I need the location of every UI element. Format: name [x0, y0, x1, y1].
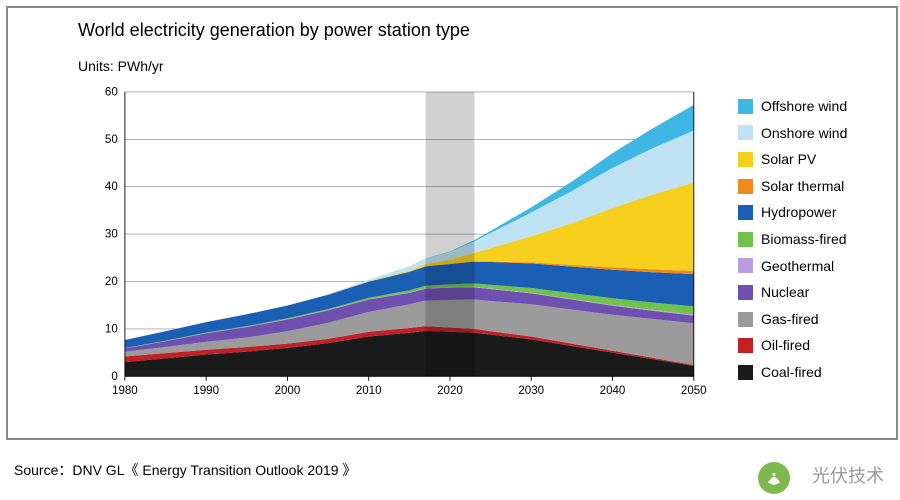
legend-label: Biomass-fired [761, 226, 847, 253]
legend: Offshore windOnshore windSolar PVSolar t… [738, 93, 847, 386]
legend-swatch [738, 258, 753, 273]
svg-text:2030: 2030 [518, 385, 544, 397]
svg-text:2010: 2010 [356, 385, 382, 397]
legend-swatch [738, 125, 753, 140]
svg-text:0: 0 [111, 371, 117, 383]
legend-swatch [738, 338, 753, 353]
svg-text:20: 20 [105, 276, 118, 288]
svg-text:1980: 1980 [112, 385, 138, 397]
legend-label: Geothermal [761, 253, 834, 280]
legend-swatch [738, 152, 753, 167]
legend-item-coal: Coal-fired [738, 359, 847, 386]
svg-text:2000: 2000 [275, 385, 301, 397]
legend-swatch [738, 232, 753, 247]
legend-item-hydro: Hydropower [738, 199, 847, 226]
legend-label: Oil-fired [761, 332, 810, 359]
svg-text:2040: 2040 [600, 385, 626, 397]
chart-frame: World electricity generation by power st… [6, 6, 898, 440]
svg-text:10: 10 [105, 323, 118, 335]
legend-item-solarpv: Solar PV [738, 146, 847, 173]
legend-item-onshore: Onshore wind [738, 120, 847, 147]
watermark-text: 光伏技术 [812, 462, 884, 488]
legend-item-gas: Gas-fired [738, 306, 847, 333]
legend-label: Gas-fired [761, 306, 819, 333]
legend-label: Hydropower [761, 199, 836, 226]
legend-swatch [738, 179, 753, 194]
legend-item-geothermal: Geothermal [738, 253, 847, 280]
svg-text:30: 30 [105, 229, 118, 241]
legend-item-offshore: Offshore wind [738, 93, 847, 120]
svg-text:1990: 1990 [193, 385, 219, 397]
legend-label: Offshore wind [761, 93, 847, 120]
legend-swatch [738, 205, 753, 220]
legend-label: Nuclear [761, 279, 809, 306]
legend-label: Solar thermal [761, 173, 844, 200]
legend-label: Coal-fired [761, 359, 822, 386]
svg-text:2050: 2050 [681, 385, 707, 397]
legend-swatch [738, 99, 753, 114]
legend-item-solarthermal: Solar thermal [738, 173, 847, 200]
stacked-area-plot: 0102030405060198019902000201020202030204… [76, 83, 716, 403]
legend-swatch [738, 285, 753, 300]
legend-item-nuclear: Nuclear [738, 279, 847, 306]
watermark-icon [758, 462, 790, 494]
legend-swatch [738, 312, 753, 327]
legend-label: Onshore wind [761, 120, 847, 147]
legend-item-biomass: Biomass-fired [738, 226, 847, 253]
legend-label: Solar PV [761, 146, 816, 173]
source-citation: Source：DNV GL《 Energy Transition Outlook… [14, 460, 356, 480]
legend-swatch [738, 365, 753, 380]
legend-item-oil: Oil-fired [738, 332, 847, 359]
svg-text:40: 40 [105, 181, 118, 193]
svg-text:60: 60 [105, 86, 118, 98]
units-label: Units: PWh/yr [78, 58, 164, 74]
svg-text:2020: 2020 [437, 385, 463, 397]
svg-text:50: 50 [105, 134, 118, 146]
forecast-shade [426, 92, 475, 376]
chart-title: World electricity generation by power st… [78, 20, 470, 41]
